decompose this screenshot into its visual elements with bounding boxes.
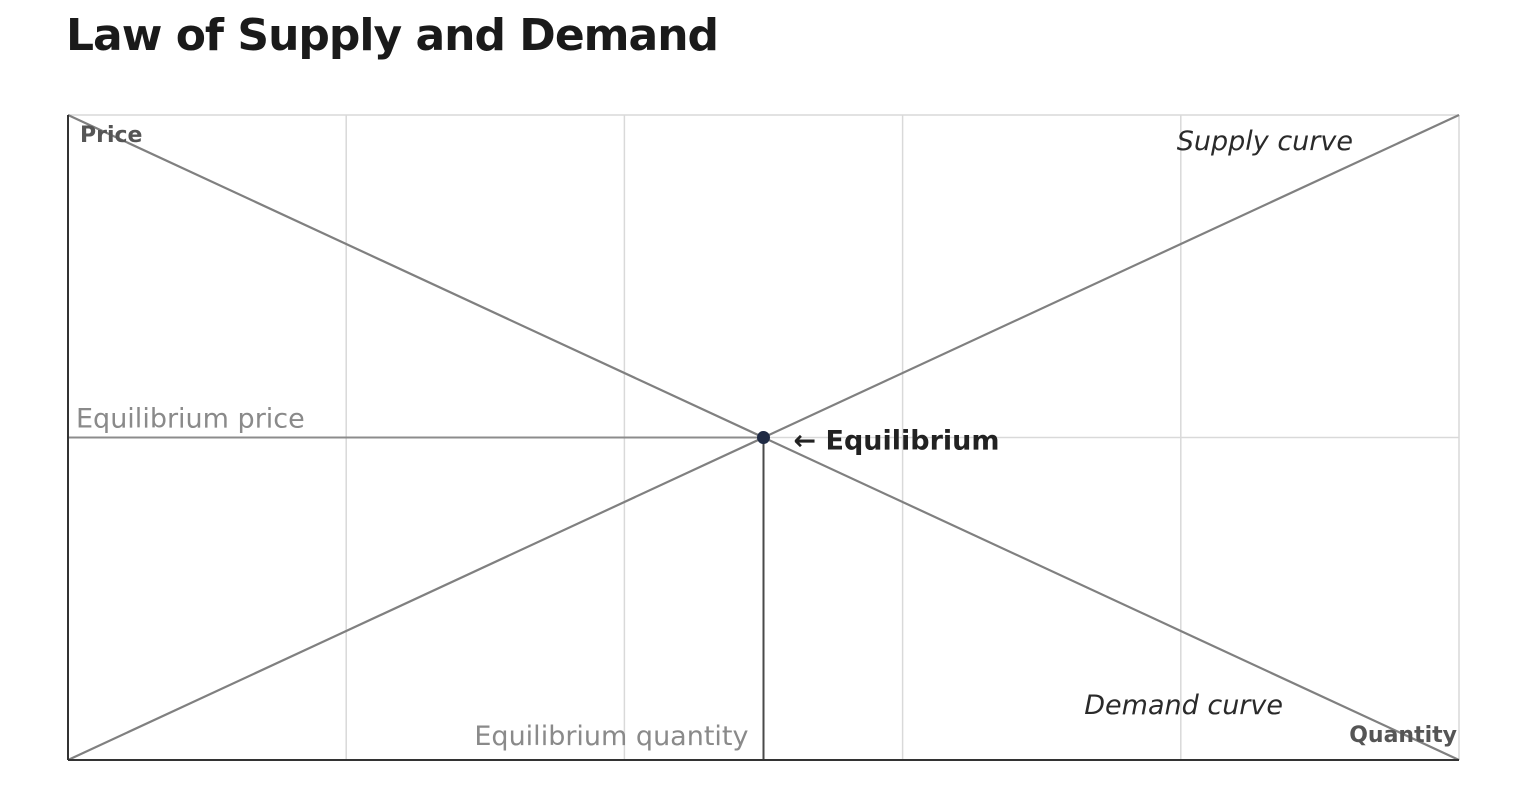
equilibrium-quantity-label: Equilibrium quantity [474,721,748,752]
equilibrium-price-label: Equilibrium price [76,404,305,435]
supply-curve-label: Supply curve [1177,126,1353,157]
equilibrium-point [757,431,770,444]
demand-curve-label: Demand curve [1084,690,1283,721]
equilibrium-guides [68,436,765,760]
curves [67,114,1460,761]
equilibrium-label: ← Equilibrium [794,426,1000,457]
labels: Price Quantity Supply curve Demand curve Equ… [76,123,1457,752]
y-axis-title: Price [80,123,142,148]
x-axis-title: Quantity [1349,723,1457,748]
axes [67,115,1459,761]
chart-title: Law of Supply and Demand [66,10,719,61]
